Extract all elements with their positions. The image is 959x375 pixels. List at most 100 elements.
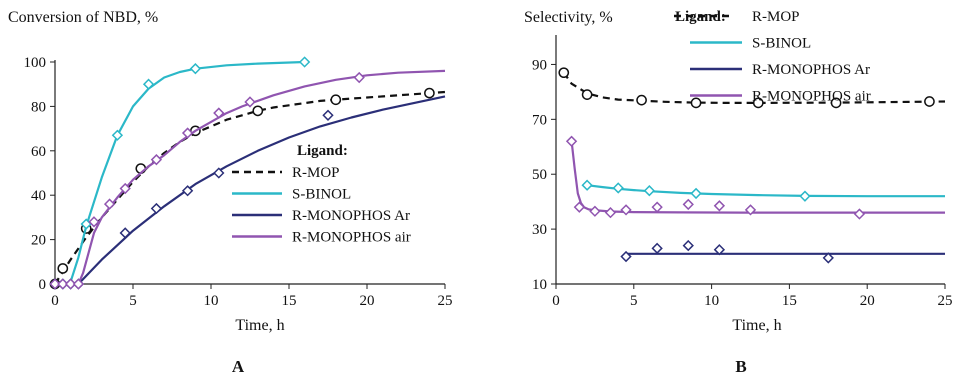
panel-b-plot-area xyxy=(558,67,946,264)
panel-b-x-tick-label: 0 xyxy=(552,293,560,309)
panel-b-data-point-r-monophos-air xyxy=(682,198,694,211)
panel-a-title: Conversion of NBD, % xyxy=(8,9,158,26)
panel-b-data-point-s-binol xyxy=(643,185,656,197)
panel-a-plot-area xyxy=(49,56,446,290)
panel-b-label: B xyxy=(735,357,746,375)
panel-a-data-point-r-mop xyxy=(252,105,264,117)
panel-b: Selectivity, % 0 5 10 15 20 25 10 30 50 70 90 Time… xyxy=(524,9,953,375)
panel-b-legend-label-r-monophos-air: R-MONOPHOS air xyxy=(752,89,871,105)
panel-b-x-tick-label: 25 xyxy=(938,293,953,309)
panel-b-legend-label-s-binol: S-BINOL xyxy=(752,36,811,52)
panel-a-data-point-r-monophos-air xyxy=(103,198,116,210)
panel-a-data-point-s-binol xyxy=(142,78,155,90)
panel-b-data-point-s-binol xyxy=(799,190,811,202)
panel-a-data-point-s-binol xyxy=(298,56,311,68)
panel-a-data-point-r-monophos-ar xyxy=(181,185,194,197)
panel-a-series-line-r-mop xyxy=(54,90,446,285)
panel-b-data-point-r-monophos-air xyxy=(565,135,578,147)
panel-a-series-line-r-monophos-ar xyxy=(55,95,446,286)
panel-a-data-point-s-binol xyxy=(189,62,202,75)
panel-a-label: A xyxy=(232,357,245,375)
panel-b-legend-label-r-monophos-ar: R-MONOPHOS Ar xyxy=(752,62,870,78)
panel-a-y-tick-label: 60 xyxy=(31,144,46,160)
panel-b-y-tick-label: 90 xyxy=(532,57,547,73)
panel-b-data-point-r-monophos-air xyxy=(853,208,866,220)
panel-b-axes: 0 5 10 15 20 25 10 30 50 70 90 xyxy=(532,35,953,309)
panel-b-data-point-r-monophos-air xyxy=(573,201,586,213)
panel-b-data-point-r-monophos-ar xyxy=(822,252,834,264)
panel-a-data-point-r-monophos-ar xyxy=(322,109,334,121)
panel-b-y-tick-label: 30 xyxy=(532,222,547,238)
panel-a-legend-label-r-monophos-ar: R-MONOPHOS Ar xyxy=(292,208,410,224)
panel-a-x-tick-label: 5 xyxy=(129,293,137,309)
panel-b-data-point-r-monophos-air xyxy=(589,205,601,217)
panel-b-y-tick-label: 10 xyxy=(532,277,547,293)
panel-b-x-tick-label: 5 xyxy=(630,293,638,309)
panel-b-data-point-r-monophos-air xyxy=(651,201,663,213)
panel-b-data-point-r-monophos-ar xyxy=(682,239,694,252)
panel-a-x-tick-label: 25 xyxy=(438,293,453,309)
panel-a-x-tick-label: 20 xyxy=(360,293,375,309)
panel-b-title: Selectivity, % xyxy=(524,9,613,26)
panel-a-data-point-r-monophos-air xyxy=(72,278,85,290)
panel-a-x-tick-label: 0 xyxy=(51,293,59,309)
panel-b-data-point-s-binol xyxy=(612,182,624,194)
panel-a-data-point-r-mop xyxy=(330,94,342,106)
panel-a-y-tick-label: 80 xyxy=(31,99,46,115)
panel-a-data-point-r-monophos-ar xyxy=(119,227,131,239)
panel-b-data-point-r-monophos-air xyxy=(713,200,726,212)
panel-a-data-point-r-monophos-air xyxy=(244,96,256,108)
panel-a-data-point-r-monophos-ar xyxy=(213,167,225,179)
panel-a-legend: Ligand: R-MOP S-BINOL R-MONOPHOS Ar R-MONOPH… xyxy=(232,143,411,246)
panel-a-data-point-r-monophos-ar xyxy=(150,202,163,215)
panel-a: Conversion of NBD, % 0 5 10 15 20 25 0 20 40 60 80… xyxy=(8,9,453,375)
panel-a-x-tick-label: 15 xyxy=(282,293,297,309)
panel-a-y-tick-label: 100 xyxy=(24,55,47,71)
panel-b-x-tick-label: 15 xyxy=(782,293,797,309)
panel-a-data-point-r-monophos-air xyxy=(64,278,77,290)
panel-b-data-point-r-monophos-air xyxy=(620,204,632,216)
panel-b-data-point-r-monophos-air xyxy=(744,204,757,216)
panel-b-series-line-r-monophos-air xyxy=(570,141,945,214)
panel-a-data-point-r-monophos-air xyxy=(49,278,61,290)
panel-b-data-point-r-monophos-ar xyxy=(713,244,726,256)
panel-a-y-tick-label: 20 xyxy=(31,233,46,249)
panel-b-data-point-s-binol xyxy=(690,187,702,200)
panel-b-data-point-r-monophos-air xyxy=(604,206,617,219)
panel-b-data-point-r-mop xyxy=(581,89,593,100)
panel-a-series-line-s-binol xyxy=(55,60,305,286)
panel-a-data-point-r-mop xyxy=(57,263,69,274)
panel-a-data-point-r-mop xyxy=(424,87,435,99)
panel-b-x-tick-label: 10 xyxy=(704,293,719,309)
panel-a-x-axis-label: Time, h xyxy=(235,317,284,334)
panel-a-data-point-s-binol xyxy=(111,129,124,141)
panel-b-data-point-r-mop xyxy=(924,96,935,107)
panel-a-legend-label-r-monophos-air: R-MONOPHOS air xyxy=(292,230,411,246)
panel-a-y-tick-label: 0 xyxy=(39,277,47,293)
panel-a-data-point-r-monophos-air xyxy=(57,278,69,290)
panel-b-legend-label-r-mop: R-MOP xyxy=(752,9,800,25)
panel-a-data-point-r-monophos-air xyxy=(353,71,365,84)
panel-a-data-point-r-monophos-air xyxy=(150,154,163,166)
panel-a-axes: 0 5 10 15 20 25 0 20 40 60 80 100 xyxy=(24,55,453,309)
panel-a-data-point-r-monophos-air xyxy=(213,107,225,119)
panel-b-data-point-r-mop xyxy=(558,67,570,79)
panel-b-data-point-r-mop xyxy=(690,97,702,109)
panel-b-x-axis-label: Time, h xyxy=(732,317,781,334)
panel-a-data-point-r-monophos-air xyxy=(119,182,131,195)
panel-b-data-point-s-binol xyxy=(581,179,593,191)
panel-a-legend-label-r-mop: R-MOP xyxy=(292,165,340,181)
panel-a-data-point-r-monophos-air xyxy=(88,216,100,228)
panel-b-data-point-r-mop xyxy=(830,97,842,109)
panel-b-data-point-r-mop xyxy=(752,97,764,109)
panel-b-x-tick-label: 20 xyxy=(860,293,875,309)
panel-b-y-tick-label: 50 xyxy=(532,167,547,183)
panel-a-y-tick-label: 40 xyxy=(31,188,46,204)
panel-a-x-tick-label: 10 xyxy=(204,293,219,309)
panel-a-legend-label-s-binol: S-BINOL xyxy=(292,187,351,203)
panel-b-y-tick-label: 70 xyxy=(532,112,547,128)
panel-a-legend-title: Ligand: xyxy=(297,143,348,159)
panel-b-data-point-r-monophos-ar xyxy=(620,250,632,263)
panel-b-data-point-r-mop xyxy=(636,94,647,106)
